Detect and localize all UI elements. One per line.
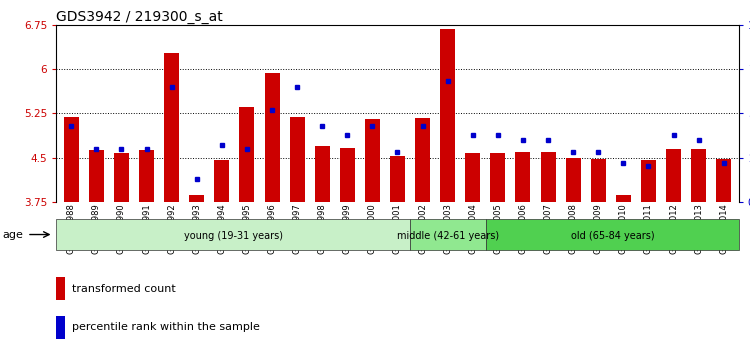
Bar — [486, 219, 739, 250]
Bar — [315, 146, 330, 202]
Bar — [214, 160, 230, 202]
Text: old (65-84 years): old (65-84 years) — [571, 231, 654, 241]
Bar — [641, 160, 656, 202]
Bar — [415, 118, 430, 202]
Bar — [691, 149, 706, 202]
Bar — [440, 29, 455, 202]
Bar — [365, 119, 380, 202]
Bar — [88, 150, 104, 202]
Bar — [64, 118, 79, 202]
Bar — [290, 117, 304, 202]
Text: percentile rank within the sample: percentile rank within the sample — [71, 322, 260, 332]
Bar — [465, 153, 480, 202]
Bar — [390, 156, 405, 202]
Text: age: age — [3, 229, 24, 240]
Bar — [56, 219, 410, 250]
Bar — [666, 149, 681, 202]
Bar — [265, 73, 280, 202]
Bar — [490, 153, 506, 202]
Bar — [716, 159, 731, 202]
Bar — [56, 316, 64, 339]
Bar — [139, 150, 154, 202]
Bar — [56, 277, 64, 300]
Text: transformed count: transformed count — [71, 284, 176, 293]
Bar — [114, 153, 129, 202]
Bar — [410, 219, 486, 250]
Bar — [515, 152, 530, 202]
Bar — [239, 107, 254, 202]
Bar — [164, 52, 179, 202]
Text: young (19-31 years): young (19-31 years) — [184, 231, 283, 241]
Text: middle (42-61 years): middle (42-61 years) — [397, 231, 499, 241]
Bar — [616, 195, 631, 202]
Text: GDS3942 / 219300_s_at: GDS3942 / 219300_s_at — [56, 10, 223, 24]
Bar — [189, 195, 204, 202]
Bar — [340, 148, 355, 202]
Bar — [591, 159, 606, 202]
Bar — [541, 152, 556, 202]
Bar — [566, 158, 580, 202]
